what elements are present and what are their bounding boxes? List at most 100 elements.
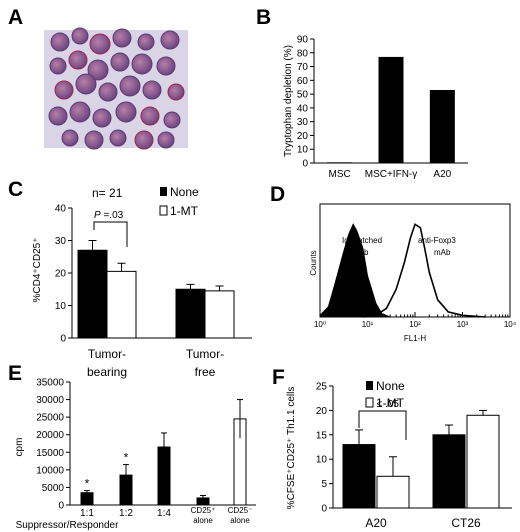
c-legend-swatch-none [160, 187, 167, 196]
cell [163, 111, 181, 129]
b-y-tick-label: 40 [297, 103, 309, 114]
f-category-label: A20 [365, 516, 387, 530]
f-significance-bracket [358, 410, 407, 440]
e-y-tick-label: 30000 [36, 395, 64, 406]
cell [140, 106, 160, 126]
cell [71, 27, 89, 45]
panel-e-chart: 0 5000 10000 15000 20000 25000 30000 35000 * * 1… [14, 378, 256, 531]
c-bar [106, 270, 137, 339]
f-y-tick-label: 25 [316, 382, 328, 393]
e-y-tick-label: 0 [58, 501, 64, 512]
d-series1-label-line1: Ig-matched [342, 236, 382, 245]
f-y-tick-label: 20 [316, 406, 328, 417]
cell [142, 80, 162, 100]
c-y-axis-label: %CD4⁺CD25⁺ [32, 237, 43, 302]
f-legend-swatch-1mt [365, 397, 374, 408]
b-y-tick-label: 30 [297, 117, 309, 128]
f-bar [342, 444, 376, 509]
c-p-symbol: P [94, 210, 101, 221]
panel-d-label: D [270, 183, 285, 206]
cell [157, 131, 175, 149]
cell [87, 59, 109, 81]
d-x-axis-label: FL1-H [404, 334, 426, 343]
b-y-tick-label: 20 [297, 131, 309, 142]
cell [92, 108, 112, 128]
cell [167, 83, 185, 101]
cell [89, 33, 111, 55]
e-y-tick-label: 5000 [42, 483, 65, 494]
b-y-tick-label: 70 [297, 62, 309, 73]
cell [109, 129, 127, 147]
cell [84, 130, 104, 150]
cell [50, 32, 70, 52]
f-p-value: < .05 [374, 399, 400, 410]
e-category-label: alone [230, 516, 250, 525]
c-p-value: =.03 [101, 210, 124, 221]
b-y-tick-label: 60 [297, 76, 309, 87]
cell [131, 53, 153, 75]
b-bar [378, 56, 404, 163]
cell [112, 28, 132, 48]
panel-a-micrograph [44, 27, 188, 150]
f-y-tick-label: 5 [321, 479, 327, 490]
c-y-tick-label: 0 [60, 334, 66, 345]
e-x-axis-label: Suppressor/Responder [16, 520, 120, 531]
f-bar [432, 434, 466, 509]
c-y-tick-label: 40 [55, 204, 67, 215]
panel-a-label: A [8, 6, 23, 29]
e-y-tick-label: 35000 [36, 378, 64, 389]
cell-cluster [48, 27, 185, 150]
e-y-tick-label: 25000 [36, 413, 64, 424]
cell [68, 50, 88, 70]
panel-b-label: B [256, 6, 271, 29]
panel-d-histogram: 10⁰ 10¹ 10² 10³ 10⁴ FL1-H Counts Ig-matched … [309, 203, 517, 343]
b-bar [429, 89, 455, 163]
panel-f-chart: 0 5 10 15 20 25 A20 CT26 %CFSE⁺CD25⁺ Th1.1 cel… [286, 379, 512, 530]
e-significance-star: * [124, 451, 129, 465]
cell [160, 30, 180, 50]
d-series2-label-line1: anti-Foxp3 [418, 236, 456, 245]
d-x-tick-label: 10¹ [362, 320, 374, 329]
b-y-tick-label: 0 [302, 159, 308, 170]
b-y-tick-label: 10 [297, 145, 309, 156]
f-y-axis-label: %CFSE⁺CD25⁺ Th1.1 cells [286, 387, 297, 510]
c-y-tick-label: 30 [55, 236, 67, 247]
d-x-tick-label: 10² [409, 320, 421, 329]
b-category-label: MSC [329, 169, 351, 180]
c-y-tick-label: 10 [55, 301, 67, 312]
b-y-axis-label: Tryptophan depletion (%) [283, 45, 294, 157]
c-y-tick-label: 20 [55, 269, 67, 280]
c-legend-swatch-1mt [159, 205, 168, 216]
panel-b-chart: 0 10 20 30 40 50 60 70 80 90 MSC MSC+IFN-γ A20 Tryp… [283, 35, 468, 180]
d-y-axis-label: Counts [309, 250, 318, 275]
panel-e-label: E [8, 362, 22, 385]
d-ig-matched-histogram [319, 223, 391, 318]
e-significance-star: * [85, 477, 90, 491]
c-category-label: Tumor- [186, 347, 224, 361]
c-bar [204, 290, 235, 339]
d-series2-label-line2: mAb [434, 248, 451, 257]
cell [75, 73, 97, 95]
cell [156, 56, 176, 76]
e-category-label: alone [193, 516, 213, 525]
f-y-tick-label: 10 [316, 455, 328, 466]
b-y-tick-label: 90 [297, 35, 309, 46]
c-n-annotation: n= 21 [92, 186, 123, 200]
f-legend-none: None [376, 379, 405, 393]
c-legend-none: None [170, 185, 199, 199]
b-y-tick-label: 80 [297, 48, 309, 59]
e-y-tick-label: 10000 [36, 465, 64, 476]
cell [48, 106, 68, 126]
cell [49, 57, 67, 75]
d-anti-foxp3-histogram [362, 223, 486, 318]
b-y-tick-label: 50 [297, 90, 309, 101]
b-bar [327, 162, 353, 163]
cell [61, 129, 79, 147]
c-bar [77, 249, 108, 339]
panel-c-chart: 0 10 20 30 40 Tumor-bearing Tumor-free %CD4⁺C… [32, 185, 252, 379]
f-category-label: CT26 [451, 516, 481, 530]
d-x-tick-label: 10³ [457, 320, 469, 329]
c-significance-bracket [93, 221, 128, 247]
e-y-axis-label: cpm [14, 438, 25, 457]
